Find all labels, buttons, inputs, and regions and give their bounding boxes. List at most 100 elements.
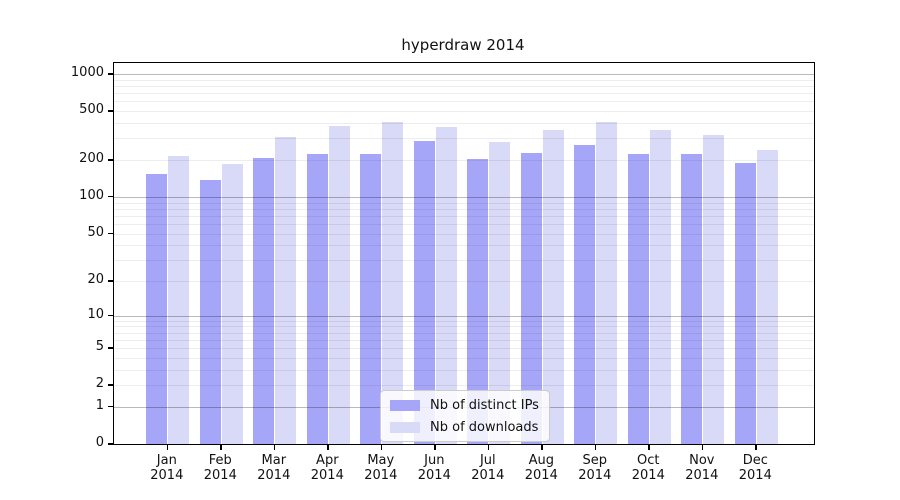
bar-distinct-ips-apr — [306, 153, 328, 444]
x-label-year: 2014 — [203, 468, 237, 483]
x-label-year: 2014 — [471, 468, 505, 483]
bar-downloads-jul — [489, 142, 511, 444]
bar-downloads-mar — [275, 137, 297, 444]
bar-downloads-may — [382, 121, 404, 444]
bar-downloads-jun — [435, 126, 457, 444]
x-label-month: Aug — [528, 453, 554, 468]
x-tick-label-jan: Jan 2014 — [135, 453, 199, 483]
x-label-month: May — [367, 453, 395, 468]
bar-distinct-ips-jan — [146, 173, 168, 444]
y-tick-0 — [108, 443, 113, 445]
x-tick-label-apr: Apr 2014 — [295, 453, 359, 483]
x-tick-feb — [220, 444, 222, 450]
y-tick-2 — [108, 384, 113, 386]
y-tick-1 — [108, 405, 113, 408]
y-tick-10 — [108, 314, 113, 317]
bar-downloads-aug — [542, 130, 564, 444]
x-label-month: Sep — [582, 453, 608, 468]
bar-downloads-sep — [596, 122, 618, 444]
y-tick-200 — [108, 159, 113, 161]
y-tick-label-0: 0 — [95, 435, 104, 450]
x-label-year: 2014 — [738, 468, 772, 483]
bar-distinct-ips-dec — [734, 162, 756, 444]
x-label-month: Mar — [261, 453, 287, 468]
x-tick-label-jun: Jun 2014 — [402, 453, 466, 483]
legend-swatch-distinct-ips — [390, 399, 420, 411]
bar-distinct-ips-may — [360, 153, 382, 444]
bar-downloads-nov — [703, 135, 725, 444]
y-tick-label-50: 50 — [87, 224, 104, 240]
bar-distinct-ips-jun — [413, 140, 435, 444]
bar-downloads-oct — [649, 129, 671, 444]
bar-downloads-jan — [168, 155, 190, 444]
x-label-month: Oct — [637, 453, 660, 468]
x-tick-may — [380, 444, 383, 450]
x-label-year: 2014 — [631, 468, 665, 483]
x-tick-label-oct: Oct 2014 — [616, 453, 680, 483]
x-tick-nov — [701, 444, 704, 450]
x-tick-label-mar: Mar 2014 — [242, 453, 306, 483]
x-tick-label-dec: Dec 2014 — [723, 453, 787, 483]
y-tick-label-10: 10 — [87, 306, 104, 322]
y-tick-label-5: 5 — [95, 339, 104, 355]
y-tick-5 — [108, 347, 113, 349]
bar-distinct-ips-sep — [574, 145, 596, 444]
x-tick-label-nov: Nov 2014 — [670, 453, 734, 483]
y-tick-label-1: 1 — [95, 397, 104, 413]
legend-item-distinct-ips: Nb of distinct IPs — [390, 396, 539, 414]
y-tick-100 — [108, 195, 113, 198]
x-label-month: Nov — [689, 453, 715, 468]
x-label-month: Jul — [479, 453, 496, 468]
y-tick-label-20: 20 — [87, 272, 104, 287]
chart-title: hyperdraw 2014 — [401, 36, 525, 54]
legend-item-downloads: Nb of downloads — [390, 418, 539, 436]
bar-distinct-ips-oct — [627, 153, 649, 444]
x-label-year: 2014 — [578, 468, 612, 483]
y-tick-label-1000: 1000 — [70, 65, 104, 80]
x-label-year: 2014 — [417, 468, 451, 483]
y-tick-500 — [108, 110, 113, 112]
x-label-year: 2014 — [524, 468, 558, 483]
y-tick-20 — [108, 280, 113, 282]
x-label-year: 2014 — [685, 468, 719, 483]
legend-label: Nb of downloads — [430, 419, 539, 435]
x-tick-mar — [273, 444, 276, 450]
x-label-year: 2014 — [310, 468, 344, 483]
x-label-year: 2014 — [364, 468, 398, 483]
y-tick-label-2: 2 — [95, 376, 104, 392]
x-label-month: Dec — [742, 453, 768, 468]
x-tick-oct — [648, 444, 650, 450]
y-tick-1000 — [108, 73, 113, 75]
bar-distinct-ips-aug — [520, 152, 542, 444]
bar-distinct-ips-feb — [199, 179, 221, 444]
bar-downloads-dec — [756, 150, 778, 444]
x-tick-jun — [434, 444, 436, 450]
legend: Nb of distinct IPs Nb of downloads — [380, 390, 550, 442]
x-label-month: Jun — [424, 453, 445, 468]
x-label-year: 2014 — [150, 468, 184, 483]
x-tick-aug — [541, 444, 543, 450]
x-label-month: Jan — [156, 453, 177, 468]
bar-downloads-apr — [328, 125, 350, 444]
x-label-month: Apr — [316, 453, 339, 468]
bar-distinct-ips-mar — [253, 157, 275, 444]
x-tick-label-aug: Aug 2014 — [509, 453, 573, 483]
x-tick-label-sep: Sep 2014 — [563, 453, 627, 483]
bar-distinct-ips-nov — [681, 153, 703, 444]
y-tick-label-100: 100 — [79, 187, 104, 203]
x-tick-dec — [755, 444, 757, 450]
legend-swatch-downloads — [390, 421, 420, 433]
y-tick-50 — [108, 232, 113, 234]
x-tick-jan — [166, 444, 169, 450]
x-tick-label-jul: Jul 2014 — [456, 453, 520, 483]
bar-distinct-ips-jul — [467, 159, 489, 444]
plot-area: Nb of distinct IPs Nb of downloads — [113, 62, 815, 445]
x-tick-label-feb: Feb 2014 — [188, 453, 252, 483]
x-tick-label-may: May 2014 — [349, 453, 413, 483]
x-label-month: Feb — [208, 453, 232, 468]
x-tick-sep — [594, 444, 597, 450]
y-tick-label-500: 500 — [79, 102, 104, 118]
x-label-year: 2014 — [257, 468, 291, 483]
bar-downloads-feb — [221, 164, 243, 444]
